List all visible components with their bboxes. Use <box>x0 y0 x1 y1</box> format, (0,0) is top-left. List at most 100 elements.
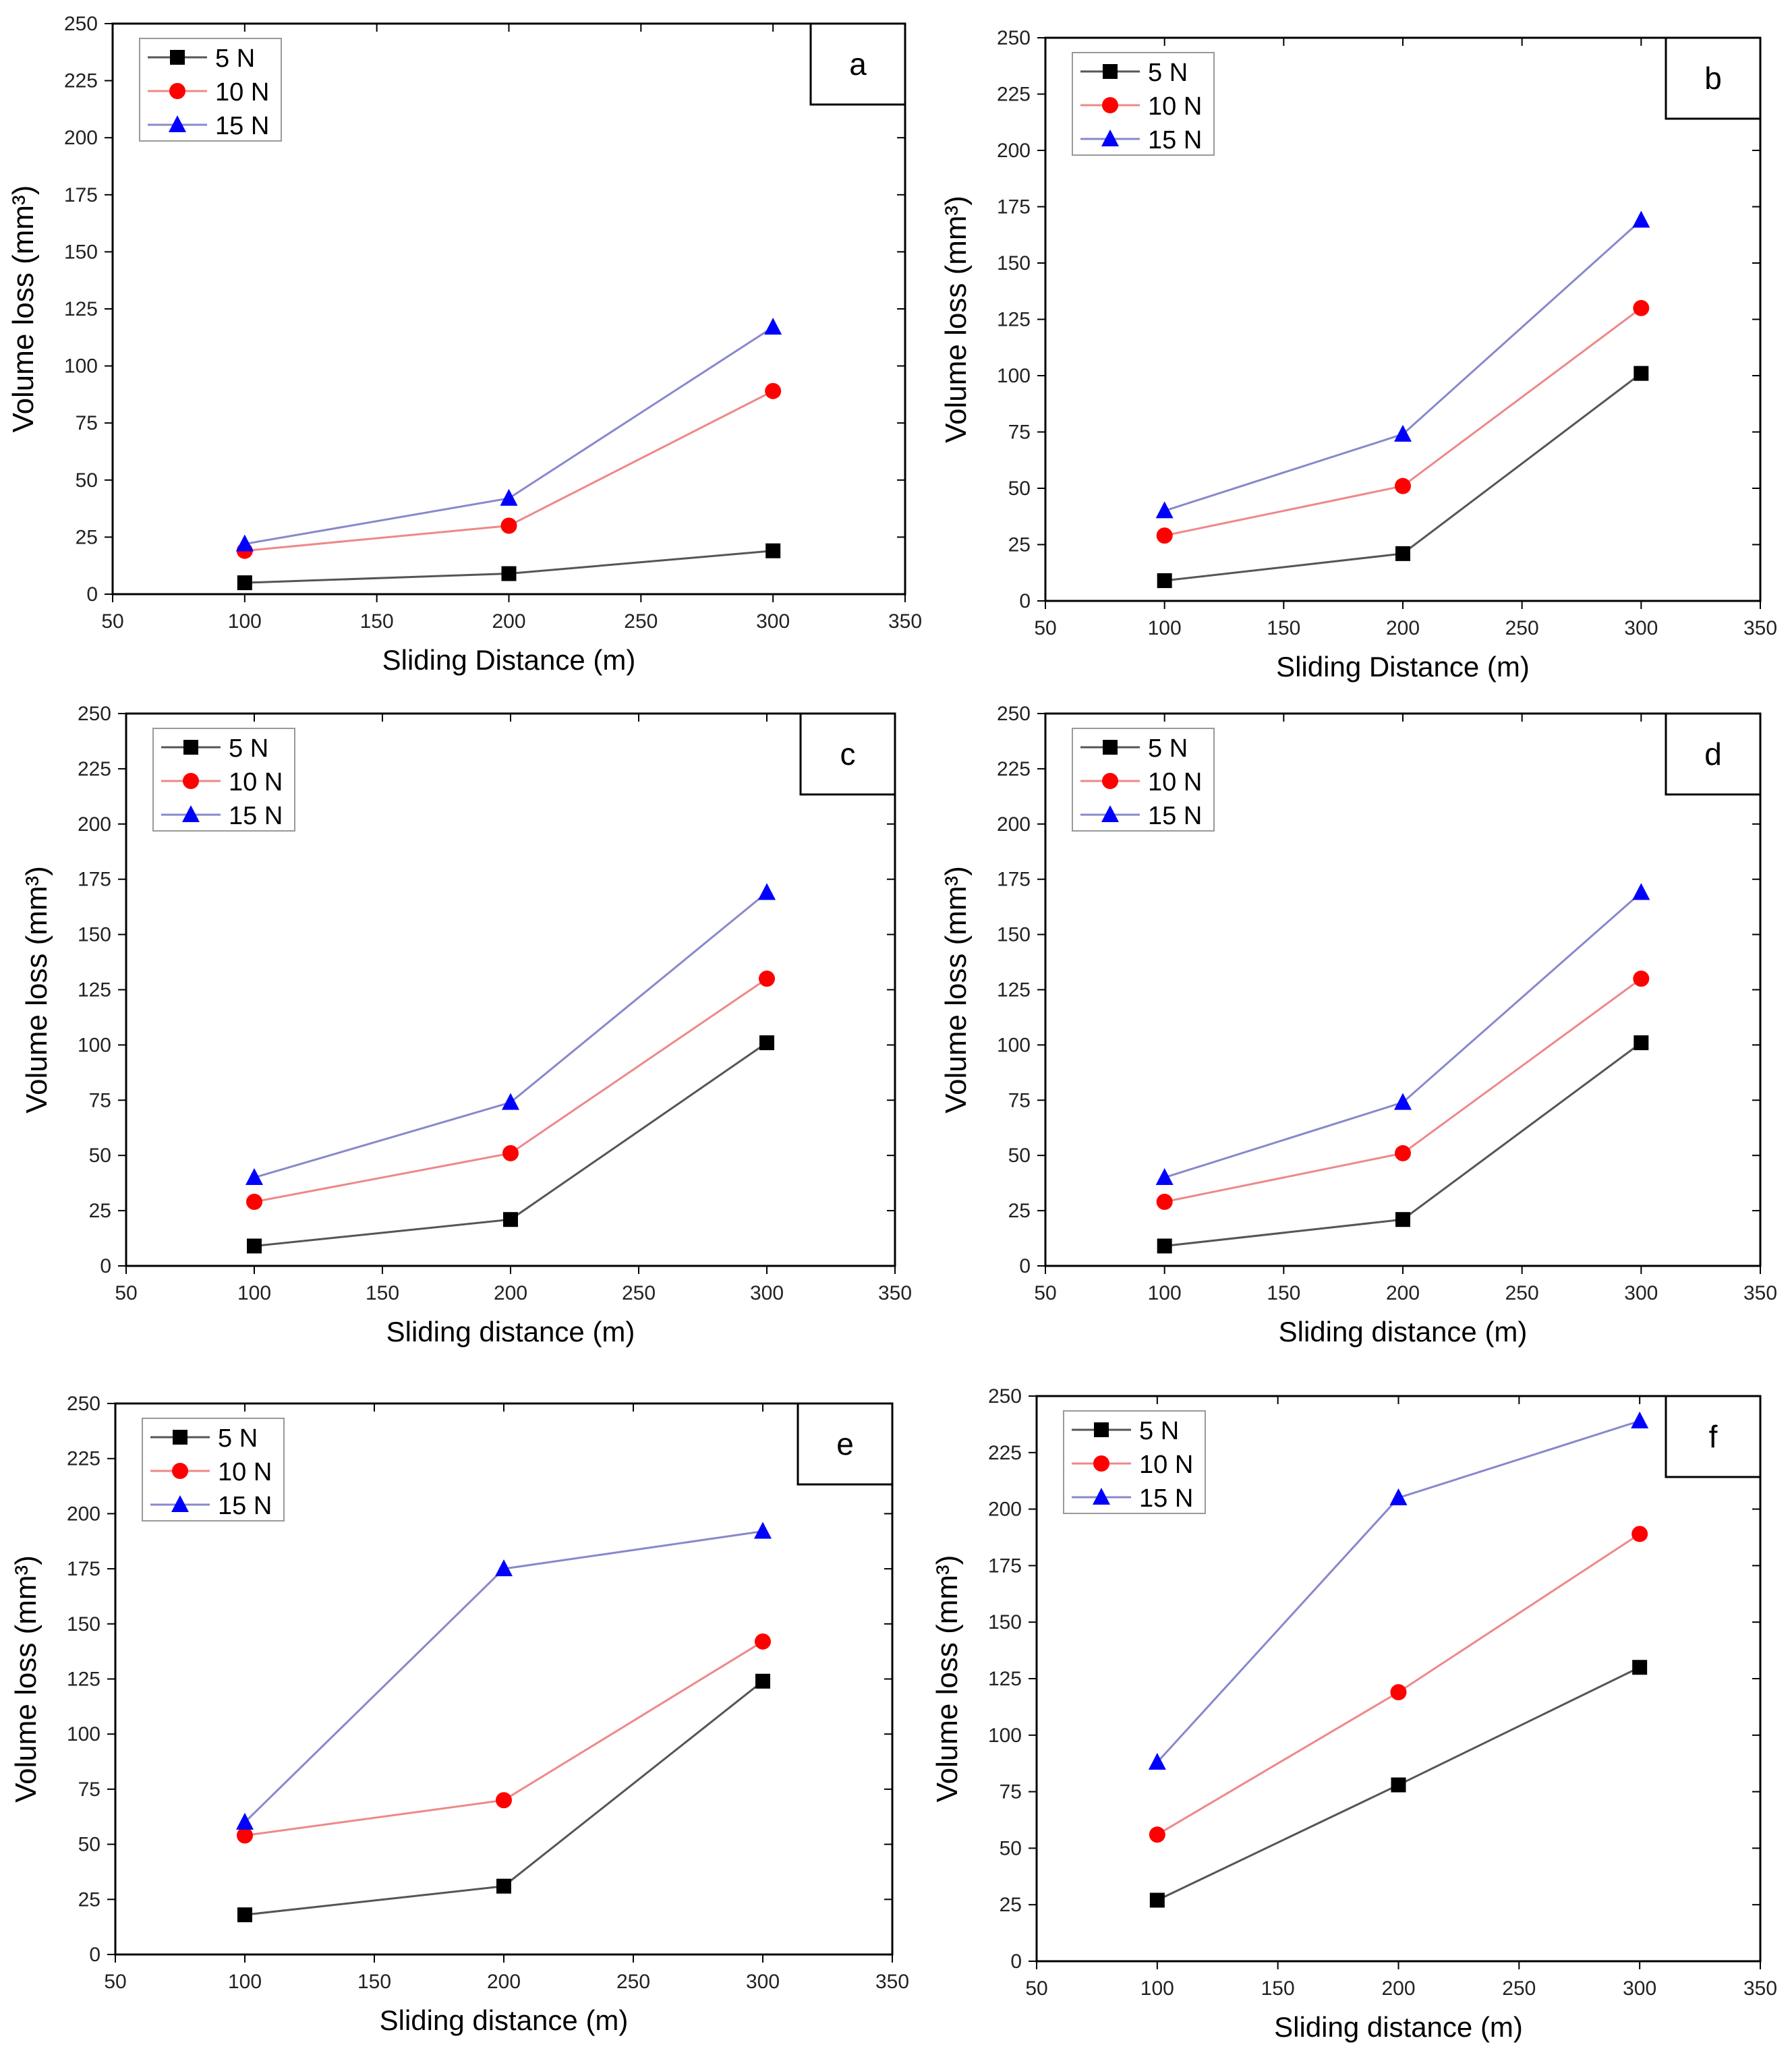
x-tick-label: 200 <box>1386 617 1420 639</box>
x-tick-label: 200 <box>492 610 525 633</box>
panel-label-box <box>809 22 906 106</box>
x-tick-label: 100 <box>1148 617 1182 639</box>
data-point <box>237 575 252 591</box>
x-tick-label: 100 <box>237 1282 271 1304</box>
x-tick-label: 350 <box>1743 617 1777 639</box>
data-point <box>1394 1093 1412 1110</box>
data-point <box>1155 501 1174 519</box>
data-point <box>1633 299 1650 316</box>
data-point <box>495 1559 513 1577</box>
x-axis-label: Sliding Distance (m) <box>382 644 636 676</box>
x-axis-label: Sliding distance (m) <box>386 1316 635 1348</box>
y-tick-label: 150 <box>997 252 1031 274</box>
data-point <box>1632 1660 1648 1675</box>
data-point <box>502 1093 519 1110</box>
data-point <box>759 1035 774 1051</box>
y-axis-label: Volume loss (mm³) <box>931 1555 964 1803</box>
legend-label: 15 N <box>229 802 283 830</box>
x-tick-label: 300 <box>1624 617 1658 639</box>
legend-marker <box>173 1430 187 1445</box>
legend-marker <box>1094 1422 1109 1437</box>
legend-marker <box>1103 740 1118 755</box>
y-tick-label: 225 <box>64 70 98 92</box>
y-tick-label: 25 <box>1000 1894 1022 1916</box>
x-tick-label: 50 <box>1025 1977 1047 2000</box>
x-tick-label: 250 <box>1502 1977 1536 2000</box>
x-tick-label: 100 <box>1140 1977 1174 2000</box>
legend-label: 5 N <box>229 734 268 763</box>
data-point <box>1633 970 1650 987</box>
panel-label-box <box>1665 712 1762 796</box>
legend-label: 10 N <box>218 1458 272 1486</box>
data-point <box>1389 1488 1408 1505</box>
x-tick-label: 300 <box>746 1971 780 1993</box>
data-point <box>496 1792 512 1809</box>
x-tick-label: 150 <box>1267 1282 1300 1304</box>
y-axis-label: Volume loss (mm³) <box>9 1555 42 1803</box>
x-tick-label: 300 <box>756 610 790 633</box>
y-tick-label: 250 <box>78 703 111 725</box>
x-tick-label: 150 <box>366 1282 399 1304</box>
y-tick-label: 175 <box>67 1558 100 1580</box>
y-tick-label: 150 <box>67 1613 100 1635</box>
y-tick-label: 0 <box>1010 1950 1022 1973</box>
panel-label-box <box>799 712 896 796</box>
legend-label: 10 N <box>1139 1451 1193 1479</box>
y-tick-label: 100 <box>997 365 1031 387</box>
data-point <box>237 1907 252 1923</box>
data-point <box>1148 1753 1166 1770</box>
x-tick-label: 100 <box>228 610 262 633</box>
data-point <box>1155 1167 1174 1185</box>
legend-marker <box>171 1495 189 1512</box>
series-line-10N <box>1164 307 1642 537</box>
legend-marker <box>1102 97 1118 113</box>
y-tick-label: 250 <box>997 703 1031 725</box>
x-tick-label: 150 <box>1267 617 1300 639</box>
y-tick-label: 75 <box>76 412 98 434</box>
y-tick-label: 75 <box>1000 1781 1022 1803</box>
legend-label: 15 N <box>215 112 269 140</box>
data-point <box>1395 546 1410 561</box>
x-tick-label: 350 <box>878 1282 912 1304</box>
y-tick-label: 75 <box>78 1778 100 1801</box>
x-tick-label: 200 <box>487 1971 521 1993</box>
series-line-15N <box>1164 219 1642 512</box>
y-tick-label: 50 <box>1008 477 1031 500</box>
panel-label: f <box>1709 1419 1718 1454</box>
x-tick-label: 50 <box>115 1282 137 1304</box>
panel-label: b <box>1704 61 1722 96</box>
data-point <box>755 1633 771 1650</box>
data-point <box>496 1878 511 1894</box>
legend-label: 15 N <box>1148 126 1202 154</box>
y-tick-label: 125 <box>988 1668 1022 1690</box>
chart-panel-c: 50 100 150 200 250 300 350 0 25 50 75 100 125 150 175 2… <box>20 703 912 1348</box>
data-point <box>500 488 518 506</box>
data-point <box>502 1145 519 1161</box>
data-point <box>236 1812 254 1830</box>
data-point <box>1149 1892 1165 1908</box>
y-tick-label: 125 <box>64 298 98 320</box>
y-tick-label: 0 <box>100 1255 111 1277</box>
data-point <box>246 1193 262 1210</box>
data-point <box>1157 573 1172 588</box>
y-tick-label: 200 <box>64 127 98 149</box>
data-point <box>755 1673 770 1689</box>
y-tick-label: 100 <box>997 1034 1031 1056</box>
legend-marker <box>1101 129 1119 146</box>
x-tick-label: 150 <box>357 1971 391 1993</box>
y-tick-label: 175 <box>988 1555 1022 1577</box>
y-tick-label: 125 <box>67 1669 100 1691</box>
x-axis-label: Sliding distance (m) <box>380 2004 629 2036</box>
x-axis-label: Sliding distance (m) <box>1279 1316 1528 1348</box>
data-point <box>1632 210 1650 228</box>
data-point <box>1634 366 1649 381</box>
y-tick-label: 225 <box>997 84 1031 106</box>
y-tick-label: 175 <box>78 869 111 891</box>
x-tick-label: 200 <box>1386 1282 1420 1304</box>
data-point <box>501 566 517 581</box>
x-tick-label: 300 <box>1623 1977 1656 2000</box>
x-tick-label: 300 <box>750 1282 784 1304</box>
y-tick-label: 225 <box>997 758 1031 780</box>
legend-marker <box>1101 805 1119 822</box>
